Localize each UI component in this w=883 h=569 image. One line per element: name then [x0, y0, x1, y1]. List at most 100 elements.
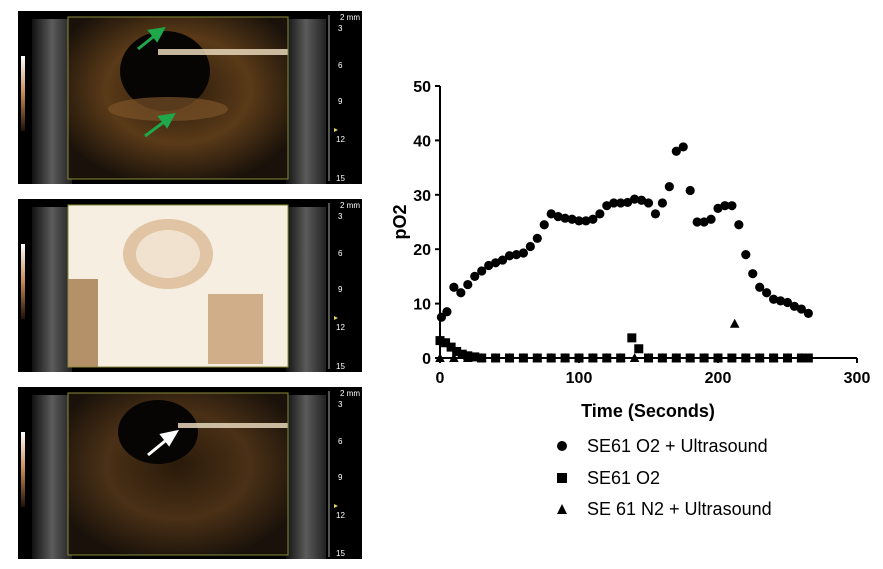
data-point-square [803, 353, 813, 363]
data-point-circle [581, 216, 591, 226]
data-point-circle [775, 296, 786, 306]
depth-tick: 15 [336, 549, 345, 558]
y-tick-label: 30 [413, 188, 431, 205]
depth-tick: 12 [336, 323, 345, 332]
y-tick-label: 0 [422, 351, 431, 368]
data-point-triangle [796, 353, 807, 362]
data-point-circle [595, 209, 605, 219]
data-point-circle [664, 182, 674, 192]
data-point-triangle [504, 353, 515, 362]
depth-tick: 15 [336, 362, 345, 371]
data-point-circle [511, 250, 522, 260]
data-point-circle [484, 260, 494, 271]
data-point-circle [504, 251, 515, 261]
y-axis-label: pO2 [390, 204, 410, 239]
data-point-triangle [435, 353, 445, 362]
data-point-circle [532, 233, 542, 243]
data-point-square [470, 352, 480, 362]
data-point-circle [497, 255, 508, 265]
data-point-circle [449, 282, 459, 292]
data-point-circle [755, 282, 765, 292]
data-point-triangle [741, 353, 751, 362]
data-point-circle [553, 211, 563, 222]
data-point-circle [748, 269, 758, 279]
data-point-circle [588, 214, 598, 224]
legend-label: SE61 O2 + Ultrasound [587, 435, 768, 456]
data-point-triangle [768, 353, 779, 362]
data-point-circle [623, 197, 633, 208]
legend-item-square: SE61 O2 [555, 467, 660, 489]
data-point-triangle [729, 318, 740, 328]
x-tick-label: 0 [436, 370, 445, 387]
legend-label: SE 61 N2 + Ultrasound [587, 498, 772, 519]
data-point-triangle [518, 353, 529, 362]
data-point-triangle [602, 353, 612, 362]
data-point-triangle [463, 353, 473, 362]
y-tick-label: 10 [413, 297, 431, 314]
chart-marks [435, 142, 813, 363]
data-point-triangle [671, 353, 682, 362]
data-point-circle [699, 217, 709, 227]
depth-tick: 12 [336, 511, 345, 520]
data-point-circle [518, 248, 529, 258]
depth-tick: 12 [336, 135, 345, 144]
data-point-circle [678, 142, 688, 152]
data-point-triangle [754, 353, 765, 362]
depth-tick: 6 [338, 61, 343, 70]
data-point-triangle [588, 353, 598, 362]
data-point-circle [650, 209, 661, 219]
data-point-square [727, 353, 737, 363]
data-point-circle [796, 304, 807, 314]
data-point-circle [741, 250, 751, 260]
ultrasound-panel-3: 2 mm 3 6 9 12 15 [18, 387, 362, 559]
data-point-triangle [532, 353, 543, 362]
data-point-circle [782, 297, 793, 308]
data-point-triangle [546, 353, 556, 362]
chart-axes: 0 10 20 30 40 50 0 100 200 300 [413, 79, 870, 387]
triangle-marker-icon [555, 502, 569, 516]
data-point-square [441, 338, 451, 348]
white-arrow [147, 429, 180, 457]
data-point-triangle [629, 353, 640, 362]
data-point-triangle [476, 353, 487, 362]
data-point-circle [720, 201, 730, 211]
green-arrow [137, 27, 176, 138]
depth-tick: 3 [338, 212, 343, 221]
data-point-square [435, 336, 445, 346]
data-point-triangle [560, 353, 570, 362]
data-point-circle [602, 201, 612, 211]
square-marker-icon [555, 471, 569, 485]
data-point-circle [463, 279, 473, 290]
legend-item-triangle: SE 61 N2 + Ultrasound [555, 498, 772, 520]
data-point-circle [803, 308, 813, 318]
data-point-square [452, 346, 462, 356]
data-point-circle [727, 201, 737, 211]
data-point-circle [769, 294, 779, 304]
data-point-square [627, 333, 637, 343]
circle-marker-icon [555, 439, 569, 453]
x-tick-label: 200 [705, 370, 732, 387]
data-point-circle [706, 214, 716, 224]
data-point-circle [671, 146, 681, 156]
data-point-square [457, 349, 467, 359]
depth-tick: 3 [338, 24, 343, 33]
data-point-circle [630, 194, 640, 204]
data-point-circle [560, 213, 570, 223]
data-point-circle [643, 198, 654, 208]
data-point-triangle [713, 353, 723, 362]
data-point-circle [734, 220, 744, 230]
data-point-circle [477, 266, 487, 276]
data-point-circle [657, 198, 668, 208]
data-point-circle [574, 216, 584, 226]
data-point-circle [789, 301, 800, 311]
y-tick-label: 50 [413, 79, 431, 96]
data-point-circle [616, 198, 626, 208]
depth-tick: 15 [336, 174, 345, 183]
data-point-circle [567, 214, 577, 224]
data-point-circle [525, 241, 535, 252]
data-point-circle [442, 307, 452, 317]
data-point-triangle [643, 353, 654, 362]
scale-unit: 2 mm [340, 13, 360, 22]
data-point-circle [685, 185, 695, 196]
data-point-triangle [782, 353, 793, 362]
